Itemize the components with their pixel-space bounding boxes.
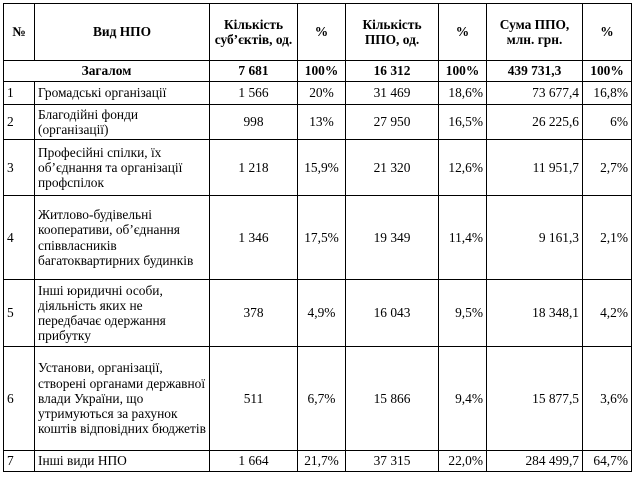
row-subjects: 1 566 [209, 81, 298, 105]
row-type: Житлово-будівельні кооперативи, об’єднан… [34, 195, 210, 280]
row-sum: 284 499,7 [486, 450, 583, 472]
row-pct1: 17,5% [297, 195, 346, 280]
row-type: Установи, організації, створені органами… [34, 346, 210, 451]
row-ppo: 27 950 [345, 104, 439, 140]
row-pct1: 13% [297, 104, 346, 140]
header-row: № Вид НПО Кількість суб’єктів, од. % Кіл… [3, 3, 632, 61]
total-ppo: 16 312 [345, 60, 439, 82]
row-pct1: 4,9% [297, 279, 346, 347]
table-row: 3 Професійні спілки, їх об’єднання та ор… [3, 139, 632, 196]
row-pct1: 15,9% [297, 139, 346, 196]
header-pct3: % [582, 3, 632, 61]
row-pct3: 2,7% [582, 139, 632, 196]
row-pct2: 18,6% [438, 81, 487, 105]
row-pct2: 9,4% [438, 346, 487, 451]
row-pct2: 22,0% [438, 450, 487, 472]
row-sum: 11 951,7 [486, 139, 583, 196]
header-type: Вид НПО [34, 3, 210, 61]
row-sum: 15 877,5 [486, 346, 583, 451]
row-num: 4 [3, 195, 35, 280]
row-num: 1 [3, 81, 35, 105]
row-pct2: 16,5% [438, 104, 487, 140]
header-num: № [3, 3, 35, 61]
row-pct2: 12,6% [438, 139, 487, 196]
row-type: Професійні спілки, їх об’єднання та орга… [34, 139, 210, 196]
row-ppo: 19 349 [345, 195, 439, 280]
row-pct3: 64,7% [582, 450, 632, 472]
row-num: 6 [3, 346, 35, 451]
total-pct3: 100% [582, 60, 632, 82]
total-subjects: 7 681 [209, 60, 298, 82]
total-sum: 439 731,3 [486, 60, 583, 82]
row-type: Благодійні фонди (організації) [34, 104, 210, 140]
row-sum: 26 225,6 [486, 104, 583, 140]
row-subjects: 511 [209, 346, 298, 451]
row-pct3: 6% [582, 104, 632, 140]
row-subjects: 378 [209, 279, 298, 347]
row-ppo: 16 043 [345, 279, 439, 347]
row-sum: 18 348,1 [486, 279, 583, 347]
row-pct1: 20% [297, 81, 346, 105]
row-pct3: 16,8% [582, 81, 632, 105]
row-subjects: 998 [209, 104, 298, 140]
row-ppo: 31 469 [345, 81, 439, 105]
row-sum: 9 161,3 [486, 195, 583, 280]
table-row: 1 Громадські організації 1 566 20% 31 46… [3, 81, 632, 105]
row-ppo: 15 866 [345, 346, 439, 451]
row-sum: 73 677,4 [486, 81, 583, 105]
row-pct2: 9,5% [438, 279, 487, 347]
header-pct2: % [438, 3, 487, 61]
row-type: Громадські організації [34, 81, 210, 105]
row-subjects: 1 218 [209, 139, 298, 196]
row-ppo: 37 315 [345, 450, 439, 472]
row-type: Інші юридичні особи, діяльність яких не … [34, 279, 210, 347]
row-pct1: 21,7% [297, 450, 346, 472]
row-pct3: 3,6% [582, 346, 632, 451]
table-row: 2 Благодійні фонди (організації) 998 13%… [3, 104, 632, 140]
table-row: 6 Установи, організації, створені органа… [3, 346, 632, 451]
table-row: 4 Житлово-будівельні кооперативи, об’єдн… [3, 195, 632, 280]
total-label: Загалом [3, 60, 210, 82]
row-num: 7 [3, 450, 35, 472]
row-num: 5 [3, 279, 35, 347]
npo-statistics-table: № Вид НПО Кількість суб’єктів, од. % Кіл… [3, 3, 632, 472]
row-ppo: 21 320 [345, 139, 439, 196]
table-row: 7 Інші види НПО 1 664 21,7% 37 315 22,0%… [3, 450, 632, 472]
row-subjects: 1 664 [209, 450, 298, 472]
row-type: Інші види НПО [34, 450, 210, 472]
total-pct2: 100% [438, 60, 487, 82]
row-pct1: 6,7% [297, 346, 346, 451]
row-num: 3 [3, 139, 35, 196]
row-subjects: 1 346 [209, 195, 298, 280]
row-pct2: 11,4% [438, 195, 487, 280]
total-row: Загалом 7 681 100% 16 312 100% 439 731,3… [3, 60, 632, 82]
header-subjects-count: Кількість суб’єктів, од. [209, 3, 298, 61]
row-num: 2 [3, 104, 35, 140]
header-sum: Сума ППО, млн. грн. [486, 3, 583, 61]
table-row: 5 Інші юридичні особи, діяльність яких н… [3, 279, 632, 347]
header-ppo-count: Кількість ППО, од. [345, 3, 439, 61]
total-pct1: 100% [297, 60, 346, 82]
header-pct1: % [297, 3, 346, 61]
row-pct3: 4,2% [582, 279, 632, 347]
row-pct3: 2,1% [582, 195, 632, 280]
